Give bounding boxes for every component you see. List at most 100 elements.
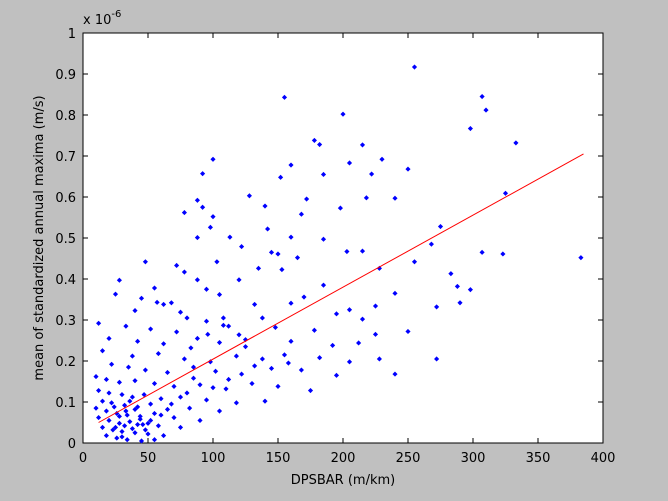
- data-point: [346, 359, 353, 365]
- y-tick-label: 0.5: [55, 232, 76, 247]
- data-point: [467, 287, 473, 293]
- data-point: [148, 417, 154, 424]
- x-tick-label: 50: [140, 451, 157, 466]
- data-point: [210, 385, 216, 391]
- x-tick-label: 350: [526, 451, 551, 466]
- y-tick-label: 0.8: [55, 109, 76, 124]
- data-point: [226, 376, 232, 383]
- x-tick-label: 150: [266, 451, 291, 466]
- data-point: [103, 408, 109, 414]
- data-point: [155, 351, 161, 357]
- data-point: [177, 394, 184, 400]
- data-point: [268, 365, 275, 371]
- data-point: [99, 348, 106, 354]
- data-point: [242, 344, 249, 350]
- data-point: [132, 308, 138, 314]
- data-point: [330, 342, 336, 348]
- data-point: [132, 406, 138, 412]
- data-point: [216, 292, 223, 298]
- data-point: [200, 204, 206, 210]
- data-point: [317, 141, 323, 148]
- data-point: [96, 415, 102, 421]
- y-tick-label: 0.4: [55, 273, 76, 288]
- data-point: [246, 193, 252, 199]
- data-point: [106, 417, 112, 424]
- data-point: [93, 374, 99, 380]
- data-point: [437, 223, 444, 230]
- data-point: [161, 301, 167, 307]
- data-point: [138, 295, 145, 301]
- data-point: [119, 434, 125, 440]
- data-point: [281, 352, 288, 358]
- data-point: [194, 335, 200, 342]
- x-axis-label: DPSBAR (m/km): [291, 473, 395, 488]
- data-point: [112, 291, 119, 297]
- data-point: [278, 174, 284, 180]
- data-point: [123, 323, 129, 329]
- data-point: [216, 408, 223, 414]
- exponent-power: -6: [111, 9, 121, 20]
- data-point: [255, 265, 262, 271]
- data-point: [578, 255, 584, 261]
- data-point: [106, 390, 112, 396]
- data-point: [122, 402, 128, 408]
- data-point: [239, 371, 245, 377]
- data-point: [392, 195, 398, 201]
- data-point: [369, 171, 375, 177]
- data-point: [340, 111, 346, 117]
- data-point: [275, 251, 281, 257]
- data-point: [359, 316, 366, 322]
- x-tick-label: 100: [201, 451, 226, 466]
- fit-line-layer: [98, 153, 584, 423]
- data-point: [181, 210, 187, 216]
- data-point: [236, 277, 242, 283]
- data-point: [151, 410, 158, 417]
- data-point: [124, 437, 130, 443]
- data-point: [171, 383, 177, 389]
- data-point: [174, 329, 180, 335]
- data-point: [434, 356, 440, 362]
- data-point: [317, 355, 323, 361]
- data-point: [288, 234, 294, 240]
- data-point: [376, 356, 382, 362]
- data-point: [110, 427, 116, 433]
- data-point: [127, 419, 133, 425]
- data-point: [500, 251, 506, 257]
- data-point: [106, 335, 112, 342]
- data-point: [190, 364, 197, 370]
- data-point: [184, 315, 190, 321]
- regression-line: [98, 153, 584, 423]
- data-point: [151, 285, 158, 291]
- data-point: [333, 311, 340, 317]
- data-point: [200, 171, 206, 177]
- data-point: [223, 386, 229, 392]
- data-point: [288, 300, 294, 306]
- data-point: [236, 332, 242, 338]
- x-tick-label: 300: [461, 451, 486, 466]
- data-point: [203, 286, 210, 292]
- data-point: [161, 433, 167, 439]
- data-point: [148, 326, 154, 332]
- data-point: [96, 387, 102, 394]
- data-point: [127, 398, 133, 404]
- data-point: [116, 420, 122, 426]
- exponent-label: x 10-6: [83, 9, 121, 28]
- data-point: [392, 290, 398, 296]
- data-point: [168, 300, 174, 306]
- data-point: [109, 400, 115, 406]
- data-point: [205, 331, 211, 337]
- data-point: [288, 338, 294, 344]
- y-tick-label: 0.7: [55, 150, 76, 165]
- data-point: [194, 197, 200, 203]
- data-point: [116, 413, 122, 419]
- data-point: [171, 415, 177, 421]
- data-point: [177, 424, 184, 430]
- data-point: [344, 248, 350, 255]
- data-point: [132, 430, 138, 436]
- data-point: [448, 271, 454, 277]
- data-point: [137, 416, 143, 422]
- data-point: [174, 262, 180, 269]
- data-point: [333, 372, 340, 378]
- data-point: [124, 412, 130, 418]
